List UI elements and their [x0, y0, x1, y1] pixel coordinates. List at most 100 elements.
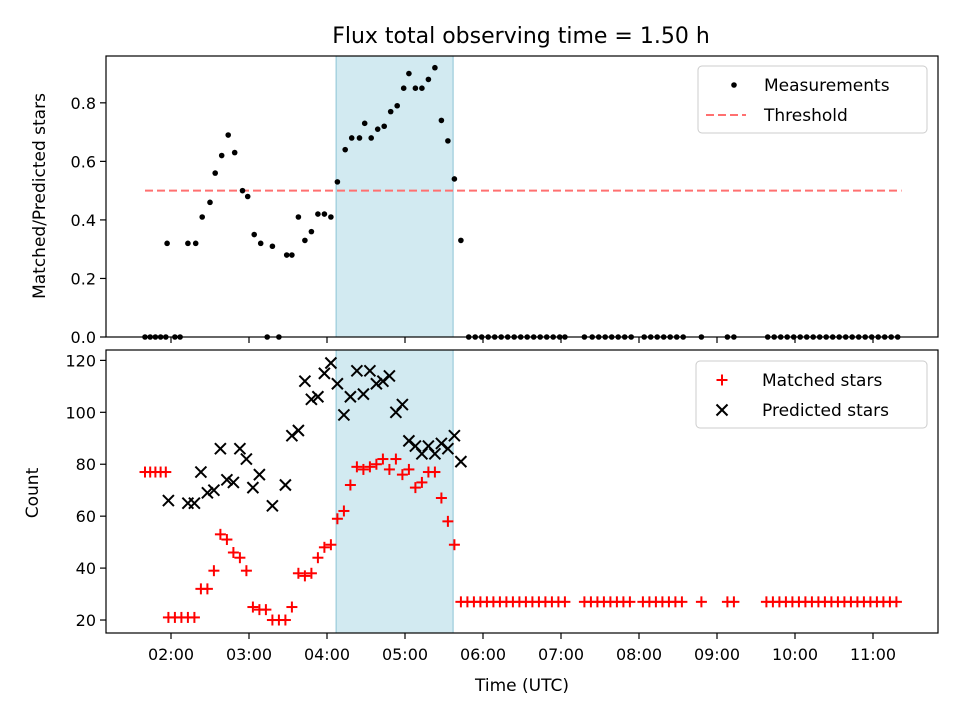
bottom-panel: 20 40 60 80 100 120 02:00 03:00 04:00 05:00 06:00…	[23, 349, 939, 696]
matched-star-point	[331, 513, 343, 525]
predicted-star-point	[337, 408, 351, 422]
predicted-star-point	[188, 496, 201, 510]
matched-star-point	[383, 463, 395, 475]
x-stroke	[233, 442, 247, 455]
predicted-star-point	[298, 374, 312, 388]
predicted-star-point	[194, 465, 208, 479]
measurement-point	[302, 237, 308, 244]
measurement-point	[368, 135, 375, 141]
x-stroke	[357, 387, 370, 401]
highlight-span	[335, 55, 454, 338]
y-tick-label: 0.6	[71, 152, 96, 171]
x-stroke	[162, 494, 175, 507]
legend-label: Predicted stars	[762, 401, 889, 421]
x-tick-label: 07:00	[538, 645, 584, 664]
y-tick-label: 40	[76, 559, 96, 578]
matched-star-point	[396, 469, 408, 481]
predicted-star-point	[246, 481, 260, 494]
measurement-point	[212, 170, 218, 176]
legend-plus-icon	[716, 374, 728, 386]
predicted-star-point	[370, 377, 383, 390]
predicted-star-point	[428, 447, 442, 461]
predicted-star-point	[350, 364, 364, 377]
matched-star-point	[624, 596, 636, 608]
x-axis-label: Time (UTC)	[474, 676, 569, 696]
x-stroke	[454, 455, 468, 468]
matched-star-point	[221, 534, 233, 546]
chart-title: Flux total observing time = 1.50 h	[332, 24, 710, 49]
measurement-point	[406, 70, 412, 77]
measurement-point	[251, 231, 257, 238]
y-tick-label: 0.2	[71, 269, 96, 288]
measurement-point	[438, 117, 445, 124]
predicted-star-point	[363, 364, 377, 377]
matched-star-point	[325, 539, 337, 551]
x-stroke	[435, 437, 448, 450]
x-tick-label: 03:00	[226, 645, 272, 664]
y-tick-label: 100	[65, 403, 96, 422]
highlight-band	[335, 349, 454, 634]
x-stroke	[246, 481, 260, 494]
matched-star-point	[728, 596, 740, 608]
x-tick-label: 09:00	[694, 645, 740, 664]
measurement-point	[199, 214, 205, 220]
x-stroke	[448, 429, 461, 442]
matched-star-point	[260, 604, 272, 616]
matched-star-point	[240, 565, 252, 577]
measurement-point	[295, 214, 302, 220]
legend-x-icon	[715, 403, 729, 417]
measurement-point	[185, 240, 191, 247]
x-stroke	[214, 442, 227, 455]
measurement-point	[374, 126, 381, 132]
y-tick-label: 60	[76, 507, 96, 526]
x-stroke	[279, 478, 292, 492]
predicted-star-point	[279, 478, 292, 492]
measurement-point	[225, 132, 231, 138]
measurement-point	[164, 240, 170, 247]
matched-star-point	[227, 547, 239, 559]
x-stroke	[253, 468, 266, 481]
measurement-point	[361, 120, 368, 127]
x-stroke	[305, 393, 318, 406]
predicted-star-point	[324, 356, 338, 370]
top-panel: 0.00.20.40.60.8 Matched/Predicted stars …	[30, 55, 939, 347]
matched-star-point	[435, 492, 447, 504]
predicted-star-point	[253, 468, 266, 481]
measurement-point	[218, 152, 225, 159]
matched-star-point	[338, 505, 350, 517]
matched-star-point	[409, 482, 421, 494]
x-tick-label: 06:00	[460, 645, 506, 664]
measurement-point	[244, 193, 251, 200]
top-x-ticks	[170, 337, 874, 343]
measurement-point	[308, 228, 315, 235]
matched-star-point	[695, 596, 707, 608]
x-stroke	[402, 434, 416, 448]
x-stroke	[363, 364, 377, 377]
predicted-star-point	[448, 429, 461, 442]
measurement-point	[207, 199, 213, 206]
highlight-span	[335, 349, 454, 634]
predicted-star-point	[240, 452, 253, 466]
matched-star-point	[676, 596, 688, 608]
x-stroke	[409, 439, 422, 453]
matched-star-point	[160, 466, 172, 478]
predicted-star-point	[441, 442, 455, 455]
x-stroke	[292, 424, 305, 437]
measurement-point	[334, 179, 341, 185]
matched-star-point	[351, 461, 363, 473]
matched-star-point	[442, 515, 454, 527]
measurement-point	[348, 135, 355, 141]
y-tick-label: 0.4	[71, 211, 96, 230]
x-stroke	[201, 486, 214, 500]
measurement-point	[425, 76, 432, 83]
measurement-point	[445, 138, 451, 144]
x-stroke	[383, 369, 396, 383]
predicted-star-point	[220, 473, 234, 487]
measurement-point	[283, 252, 290, 258]
counts-series	[139, 356, 902, 626]
measurement-point	[321, 211, 328, 217]
x-tick-label: 02:00	[148, 645, 194, 664]
x-stroke	[344, 390, 357, 403]
measurement-point	[328, 214, 334, 220]
